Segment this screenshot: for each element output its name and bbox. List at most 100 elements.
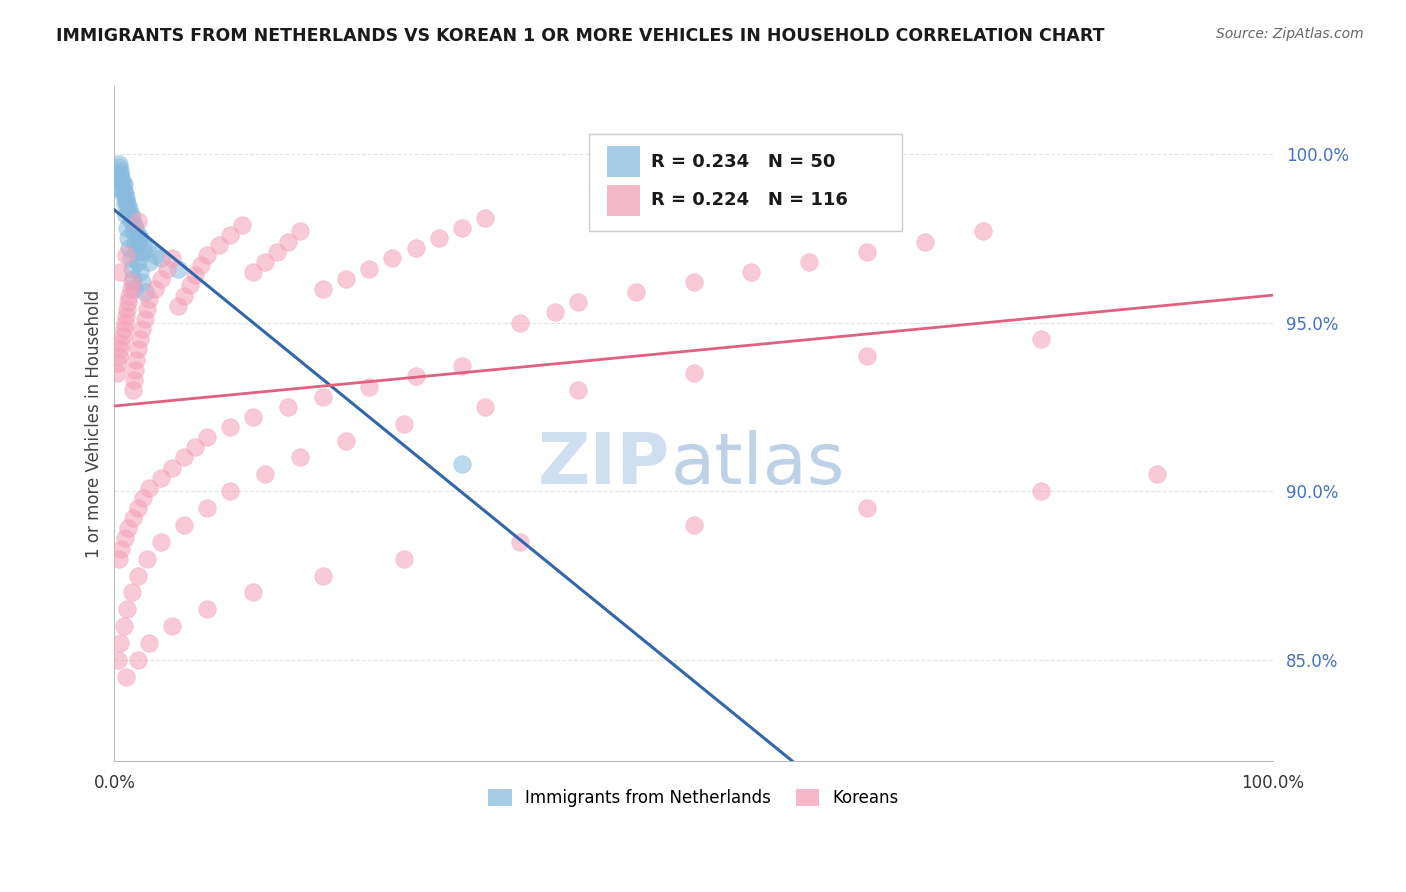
Point — [115, 309, 138, 323]
Point — [122, 218, 145, 232]
Point — [242, 409, 264, 424]
Point — [195, 248, 218, 262]
Point — [120, 214, 142, 228]
Point — [740, 265, 762, 279]
Point — [335, 434, 357, 448]
Point — [117, 231, 139, 245]
Point — [266, 244, 288, 259]
Point — [115, 602, 138, 616]
Point — [359, 379, 381, 393]
Point — [162, 619, 184, 633]
Point — [509, 534, 531, 549]
Point — [624, 285, 647, 300]
Point — [108, 161, 131, 175]
Point — [112, 322, 135, 336]
Point — [149, 252, 172, 266]
Point — [108, 163, 131, 178]
Point — [125, 244, 148, 259]
Point — [114, 187, 136, 202]
Point — [110, 541, 132, 556]
Point — [242, 265, 264, 279]
Point — [124, 235, 146, 249]
Text: atlas: atlas — [671, 430, 845, 499]
Point — [138, 254, 160, 268]
Point — [312, 568, 335, 582]
Point — [359, 261, 381, 276]
Point — [121, 275, 143, 289]
Point — [115, 194, 138, 208]
Point — [184, 440, 207, 454]
Point — [112, 184, 135, 198]
Point — [167, 299, 190, 313]
FancyBboxPatch shape — [606, 146, 640, 178]
Point — [127, 254, 149, 268]
Point — [108, 551, 131, 566]
Point — [253, 467, 276, 482]
Point — [122, 271, 145, 285]
Point — [114, 197, 136, 211]
Point — [108, 343, 131, 357]
Point — [682, 366, 704, 380]
Point — [155, 261, 177, 276]
Point — [122, 282, 145, 296]
Point — [856, 244, 879, 259]
Point — [108, 167, 131, 181]
Point — [115, 221, 138, 235]
Point — [111, 187, 134, 202]
Y-axis label: 1 or more Vehicles in Household: 1 or more Vehicles in Household — [86, 290, 103, 558]
Point — [253, 254, 276, 268]
Point — [288, 450, 311, 465]
Point — [138, 636, 160, 650]
Point — [277, 400, 299, 414]
Point — [972, 224, 994, 238]
Point — [108, 157, 131, 171]
Point — [219, 420, 242, 434]
Point — [138, 292, 160, 306]
Point — [112, 619, 135, 633]
FancyBboxPatch shape — [606, 185, 640, 216]
Point — [108, 265, 131, 279]
Point — [115, 191, 138, 205]
Point — [143, 282, 166, 296]
Point — [914, 235, 936, 249]
Point — [127, 653, 149, 667]
Point — [135, 551, 157, 566]
Point — [117, 204, 139, 219]
Point — [127, 214, 149, 228]
Point — [405, 369, 427, 384]
Point — [114, 316, 136, 330]
Point — [111, 329, 134, 343]
Point — [124, 363, 146, 377]
Text: IMMIGRANTS FROM NETHERLANDS VS KOREAN 1 OR MORE VEHICLES IN HOUSEHOLD CORRELATIO: IMMIGRANTS FROM NETHERLANDS VS KOREAN 1 … — [56, 27, 1105, 45]
Point — [138, 481, 160, 495]
Point — [242, 585, 264, 599]
Point — [112, 177, 135, 191]
Point — [856, 501, 879, 516]
Text: ZIP: ZIP — [538, 430, 671, 499]
Point — [179, 278, 201, 293]
Point — [115, 248, 138, 262]
Point — [128, 332, 150, 346]
Point — [682, 275, 704, 289]
Point — [173, 450, 195, 465]
Point — [115, 208, 138, 222]
Point — [117, 521, 139, 535]
Point — [132, 491, 155, 505]
Point — [231, 218, 253, 232]
Point — [107, 653, 129, 667]
Point — [111, 177, 134, 191]
Point — [312, 282, 335, 296]
Point — [120, 252, 142, 266]
Point — [110, 174, 132, 188]
Point — [125, 352, 148, 367]
Text: R = 0.224   N = 116: R = 0.224 N = 116 — [651, 191, 848, 209]
Point — [122, 373, 145, 387]
Point — [132, 238, 155, 252]
FancyBboxPatch shape — [589, 134, 903, 231]
Point — [219, 227, 242, 242]
Point — [1029, 484, 1052, 499]
Point — [131, 275, 153, 289]
Point — [124, 221, 146, 235]
Point — [127, 343, 149, 357]
Point — [118, 201, 141, 215]
